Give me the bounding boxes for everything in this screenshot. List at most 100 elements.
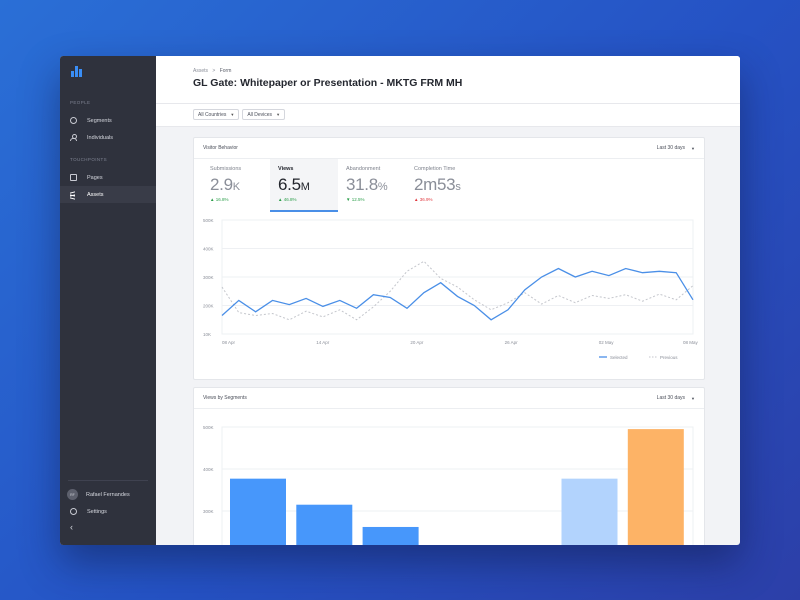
card-title: Views by Segments bbox=[203, 395, 247, 401]
metric-value: 2m53s bbox=[414, 175, 486, 195]
metric-label: Abandonment bbox=[346, 166, 381, 172]
filter-label: All Countries bbox=[198, 111, 227, 118]
svg-text:26 Apr: 26 Apr bbox=[505, 340, 519, 345]
sidebar-item-label: Settings bbox=[87, 508, 107, 515]
sidebar-divider bbox=[68, 480, 148, 481]
layers-icon bbox=[70, 191, 77, 198]
segments-icon bbox=[70, 117, 77, 124]
value-number: 31.8 bbox=[346, 175, 378, 194]
app-window: PEOPLE Segments Individuals TOUCHPOINTS … bbox=[60, 56, 740, 545]
sidebar-item-label: Individuals bbox=[87, 134, 113, 141]
value-number: 2.9 bbox=[210, 175, 233, 194]
sidebar-item-settings[interactable]: Settings bbox=[60, 503, 156, 520]
metric-label: Submissions bbox=[210, 166, 242, 172]
svg-text:20 Apr: 20 Apr bbox=[410, 340, 424, 345]
card-header: Views by Segments Last 30 days ▼ bbox=[194, 388, 704, 409]
metric-delta: ▲ 16.8% bbox=[210, 197, 229, 202]
user-profile[interactable]: RF Rafael Fernandes bbox=[60, 486, 156, 503]
user-icon bbox=[70, 134, 77, 141]
value-unit: s bbox=[455, 181, 461, 193]
user-name: Rafael Fernandes bbox=[86, 491, 130, 498]
gear-icon bbox=[70, 508, 77, 515]
sidebar-item-label: Assets bbox=[87, 191, 104, 198]
sidebar: PEOPLE Segments Individuals TOUCHPOINTS … bbox=[60, 56, 156, 545]
svg-text:400K: 400K bbox=[203, 247, 214, 252]
breadcrumb-assets[interactable]: Assets bbox=[193, 68, 209, 74]
selected-series-line bbox=[221, 267, 694, 321]
svg-text:200K: 200K bbox=[203, 304, 214, 309]
svg-text:500K: 500K bbox=[203, 218, 214, 223]
sidebar-item-pages[interactable]: Pages bbox=[60, 169, 156, 186]
metric-label: Views bbox=[278, 166, 294, 172]
section-label-touchpoints: TOUCHPOINTS bbox=[70, 157, 108, 162]
metric-delta: ▲ 46.8% bbox=[278, 197, 297, 202]
svg-text:Selected: Selected bbox=[610, 355, 628, 360]
sidebar-item-label: Pages bbox=[87, 174, 103, 181]
filter-label: All Devices bbox=[247, 111, 273, 118]
segments-bar-chart: 500K 400K 300K bbox=[203, 425, 694, 545]
breadcrumb-separator: > bbox=[212, 68, 216, 74]
svg-text:10K: 10K bbox=[203, 332, 211, 337]
metric-value: 2.9K bbox=[210, 175, 270, 195]
bar bbox=[561, 478, 618, 545]
breadcrumb: Assets > Form bbox=[193, 68, 740, 74]
page-icon bbox=[70, 174, 77, 181]
svg-text:08 May: 08 May bbox=[683, 340, 699, 345]
svg-text:14 Apr: 14 Apr bbox=[316, 340, 330, 345]
sidebar-item-assets[interactable]: Assets bbox=[60, 186, 156, 203]
bar bbox=[627, 429, 684, 545]
sidebar-item-label: Segments bbox=[87, 117, 112, 124]
value-number: 6.5 bbox=[278, 175, 301, 194]
section-label-people: PEOPLE bbox=[70, 100, 91, 105]
caret-down-icon: ▼ bbox=[691, 395, 695, 401]
svg-text:02 May: 02 May bbox=[599, 340, 615, 345]
views-line-chart: 500K 400K 300K 200K 10K 08 Apr 14 Apr 20 Apr 26 … bbox=[203, 218, 699, 360]
tab-completion-time[interactable]: Completion Time 2m53s ▲ 36.9% bbox=[406, 159, 486, 212]
svg-text:Previous: Previous bbox=[660, 355, 678, 360]
metric-value: 31.8% bbox=[346, 175, 406, 195]
page-header: Assets > Form GL Gate: Whitepaper or Pre… bbox=[156, 56, 740, 104]
bar bbox=[362, 526, 419, 545]
tab-abandonment[interactable]: Abandonment 31.8% ▼ 12.5% bbox=[338, 159, 406, 212]
views-by-segments-card: Views by Segments Last 30 days ▼ 500K 400K… bbox=[193, 387, 705, 545]
svg-text:08 Apr: 08 Apr bbox=[222, 340, 236, 345]
range-label: Last 30 days bbox=[656, 395, 686, 401]
filter-bar: All Countries ▼ All Devices ▼ bbox=[156, 104, 740, 127]
range-label: Last 30 days bbox=[656, 145, 686, 151]
avatar: RF bbox=[67, 489, 78, 500]
value-unit: M bbox=[300, 181, 310, 193]
date-range-dropdown[interactable]: Last 30 days ▼ bbox=[657, 145, 695, 151]
value-number: 2m53 bbox=[414, 175, 456, 194]
metric-label: Completion Time bbox=[414, 166, 456, 172]
sidebar-item-individuals[interactable]: Individuals bbox=[60, 129, 156, 146]
svg-text:400K: 400K bbox=[203, 467, 214, 472]
sidebar-item-segments[interactable]: Segments bbox=[60, 112, 156, 129]
page-title: GL Gate: Whitepaper or Presentation - MK… bbox=[193, 77, 463, 89]
visitor-behavior-card: Visitor Behavior Last 30 days ▼ Submissio… bbox=[193, 137, 705, 380]
caret-down-icon: ▼ bbox=[691, 145, 695, 151]
metric-tabs: Submissions 2.9K ▲ 16.8% Views 6.5M ▲ 46… bbox=[194, 159, 704, 212]
svg-text:300K: 300K bbox=[203, 275, 214, 280]
metric-delta: ▼ 12.5% bbox=[346, 197, 365, 202]
country-filter-dropdown[interactable]: All Countries ▼ bbox=[193, 109, 240, 120]
card-title: Visitor Behavior bbox=[203, 145, 238, 151]
svg-text:500K: 500K bbox=[203, 425, 214, 430]
metric-value: 6.5M bbox=[278, 175, 338, 195]
breadcrumb-form: Form bbox=[219, 68, 232, 74]
caret-down-icon: ▼ bbox=[230, 112, 235, 117]
value-unit: K bbox=[232, 181, 240, 193]
chevron-left-icon[interactable]: ‹ bbox=[70, 522, 73, 532]
date-range-dropdown[interactable]: Last 30 days ▼ bbox=[657, 395, 695, 401]
metric-delta: ▲ 36.9% bbox=[414, 197, 433, 202]
caret-down-icon: ▼ bbox=[276, 112, 281, 117]
main-content: Assets > Form GL Gate: Whitepaper or Pre… bbox=[156, 56, 740, 545]
bar bbox=[296, 504, 353, 545]
value-unit: % bbox=[377, 181, 388, 193]
svg-text:300K: 300K bbox=[203, 509, 214, 514]
bar bbox=[230, 478, 286, 545]
card-header: Visitor Behavior Last 30 days ▼ bbox=[194, 138, 704, 159]
device-filter-dropdown[interactable]: All Devices ▼ bbox=[242, 109, 286, 120]
tab-submissions[interactable]: Submissions 2.9K ▲ 16.8% bbox=[202, 159, 270, 212]
tab-views[interactable]: Views 6.5M ▲ 46.8% bbox=[270, 159, 338, 212]
logo-icon[interactable] bbox=[71, 66, 83, 77]
